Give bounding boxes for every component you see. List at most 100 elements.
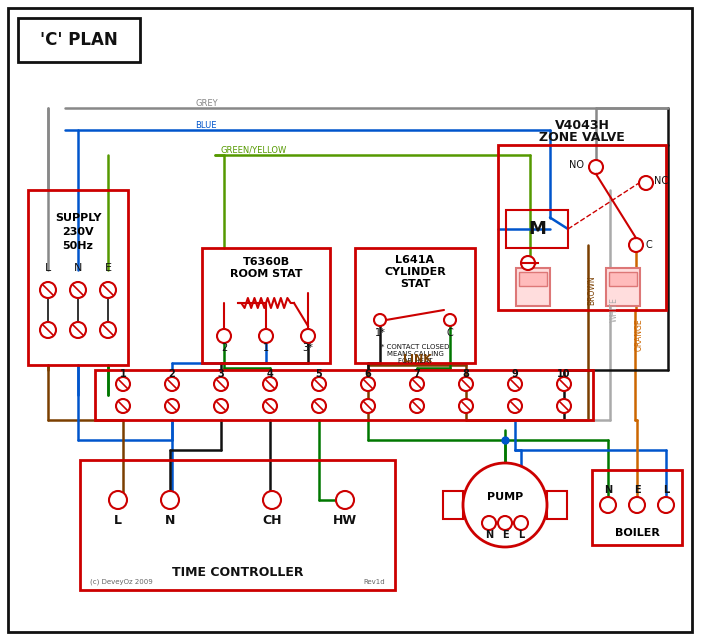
Text: V4043H: V4043H xyxy=(555,119,609,131)
Circle shape xyxy=(161,491,179,509)
Circle shape xyxy=(263,399,277,413)
Circle shape xyxy=(40,282,56,298)
Text: Rev1d: Rev1d xyxy=(364,579,385,585)
Circle shape xyxy=(600,497,616,513)
Text: 8: 8 xyxy=(463,369,470,379)
Text: N: N xyxy=(604,485,612,495)
Circle shape xyxy=(214,399,228,413)
Text: 5: 5 xyxy=(316,369,322,379)
Circle shape xyxy=(498,516,512,530)
Circle shape xyxy=(374,314,386,326)
Text: CH: CH xyxy=(263,513,282,526)
Text: T6360B: T6360B xyxy=(242,257,289,267)
Text: C: C xyxy=(446,328,453,338)
Circle shape xyxy=(109,491,127,509)
Circle shape xyxy=(100,322,116,338)
Text: BROWN: BROWN xyxy=(588,275,597,305)
Text: E: E xyxy=(502,530,508,540)
Text: 1: 1 xyxy=(263,343,269,353)
Text: L: L xyxy=(114,513,122,526)
Circle shape xyxy=(463,463,547,547)
FancyBboxPatch shape xyxy=(609,272,637,286)
Circle shape xyxy=(336,491,354,509)
Text: N: N xyxy=(485,530,493,540)
Circle shape xyxy=(263,491,281,509)
Circle shape xyxy=(259,329,273,343)
Circle shape xyxy=(557,377,571,391)
Text: 50Hz: 50Hz xyxy=(62,241,93,251)
Text: L: L xyxy=(45,263,51,273)
Circle shape xyxy=(361,399,375,413)
Text: N: N xyxy=(74,263,82,273)
Circle shape xyxy=(301,329,315,343)
Text: * CONTACT CLOSED
MEANS CALLING
FOR HEAT: * CONTACT CLOSED MEANS CALLING FOR HEAT xyxy=(380,344,449,364)
Text: BLUE: BLUE xyxy=(195,121,216,129)
Circle shape xyxy=(508,377,522,391)
FancyBboxPatch shape xyxy=(516,268,550,306)
Text: 4: 4 xyxy=(267,369,273,379)
Text: HW: HW xyxy=(333,513,357,526)
FancyBboxPatch shape xyxy=(606,268,640,306)
Circle shape xyxy=(482,516,496,530)
Circle shape xyxy=(165,377,179,391)
Text: TIME CONTROLLER: TIME CONTROLLER xyxy=(172,565,303,578)
Circle shape xyxy=(557,399,571,413)
Circle shape xyxy=(70,322,86,338)
Text: SUPPLY: SUPPLY xyxy=(55,213,101,223)
Text: ORANGE: ORANGE xyxy=(635,319,644,351)
Circle shape xyxy=(116,377,130,391)
Text: (c) DeveyOz 2009: (c) DeveyOz 2009 xyxy=(90,579,153,585)
Text: GREEN/YELLOW: GREEN/YELLOW xyxy=(220,146,286,154)
Text: NO: NO xyxy=(569,160,584,170)
Text: LINK: LINK xyxy=(403,354,431,364)
Circle shape xyxy=(214,377,228,391)
Text: 6: 6 xyxy=(364,369,371,379)
Text: C: C xyxy=(646,240,653,250)
Circle shape xyxy=(444,314,456,326)
Text: 9: 9 xyxy=(512,369,518,379)
Circle shape xyxy=(459,399,473,413)
Text: ROOM STAT: ROOM STAT xyxy=(230,269,303,279)
FancyBboxPatch shape xyxy=(519,272,547,286)
Text: 230V: 230V xyxy=(62,227,94,237)
Text: BOILER: BOILER xyxy=(614,528,659,538)
Circle shape xyxy=(361,377,375,391)
Text: 3*: 3* xyxy=(303,343,313,353)
Text: L641A: L641A xyxy=(395,255,435,265)
Circle shape xyxy=(514,516,528,530)
Text: ZONE VALVE: ZONE VALVE xyxy=(539,131,625,144)
Circle shape xyxy=(116,399,130,413)
Circle shape xyxy=(263,377,277,391)
Circle shape xyxy=(629,497,645,513)
Circle shape xyxy=(70,282,86,298)
Circle shape xyxy=(100,282,116,298)
Text: L: L xyxy=(518,530,524,540)
Circle shape xyxy=(217,329,231,343)
Text: 7: 7 xyxy=(413,369,420,379)
Text: WHITE: WHITE xyxy=(609,297,618,322)
Text: PUMP: PUMP xyxy=(487,492,523,502)
Circle shape xyxy=(410,377,424,391)
Circle shape xyxy=(521,256,535,270)
Text: N: N xyxy=(165,513,176,526)
Circle shape xyxy=(658,497,674,513)
Text: 3: 3 xyxy=(218,369,225,379)
Text: GREY: GREY xyxy=(195,99,218,108)
Circle shape xyxy=(312,377,326,391)
Circle shape xyxy=(410,399,424,413)
Text: NC: NC xyxy=(654,176,668,186)
Text: 1*: 1* xyxy=(375,328,385,338)
Circle shape xyxy=(589,160,603,174)
Text: E: E xyxy=(105,263,112,273)
Text: 'C' PLAN: 'C' PLAN xyxy=(40,31,118,49)
Text: L: L xyxy=(663,485,669,495)
Text: CYLINDER: CYLINDER xyxy=(384,267,446,277)
Circle shape xyxy=(508,399,522,413)
Circle shape xyxy=(629,238,643,252)
Text: 1: 1 xyxy=(119,369,126,379)
Text: E: E xyxy=(634,485,640,495)
Text: STAT: STAT xyxy=(400,279,430,289)
Text: M: M xyxy=(528,220,546,238)
Circle shape xyxy=(312,399,326,413)
Text: 2: 2 xyxy=(221,343,227,353)
